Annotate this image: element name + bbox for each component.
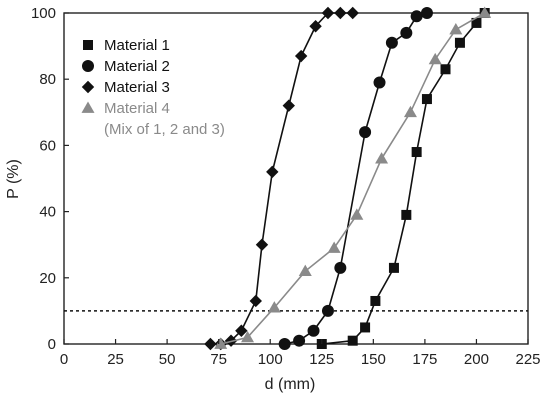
data-point bbox=[321, 304, 334, 317]
x-tick-label: 0 bbox=[60, 351, 68, 368]
legend-label: Material 2 bbox=[104, 58, 170, 75]
data-point bbox=[440, 64, 451, 75]
data-point bbox=[370, 295, 381, 306]
data-point bbox=[375, 152, 389, 164]
data-point bbox=[471, 17, 482, 28]
data-point bbox=[334, 6, 347, 20]
y-tick-label: 100 bbox=[31, 5, 56, 22]
y-tick-label: 80 bbox=[39, 71, 56, 88]
data-point bbox=[410, 10, 423, 23]
x-tick-label: 200 bbox=[464, 351, 489, 368]
series-line bbox=[220, 12, 486, 345]
x-tick-label: 225 bbox=[515, 351, 540, 368]
series-2 bbox=[278, 7, 433, 350]
data-point bbox=[346, 6, 359, 20]
data-point bbox=[235, 324, 248, 337]
series-4 bbox=[214, 6, 492, 349]
data-point bbox=[204, 337, 217, 351]
x-axis-title: d (mm) bbox=[265, 376, 316, 393]
series-line bbox=[284, 12, 428, 345]
y-tick-label: 60 bbox=[39, 137, 56, 154]
data-point bbox=[255, 238, 269, 251]
data-point bbox=[214, 337, 228, 349]
data-point bbox=[249, 294, 262, 308]
data-point bbox=[334, 261, 347, 274]
data-point bbox=[373, 76, 386, 89]
x-tick-label: 150 bbox=[361, 351, 386, 368]
x-tick-label: 100 bbox=[258, 351, 283, 368]
legend-label-extra: (Mix of 1, 2 and 3) bbox=[104, 121, 225, 138]
y-tick-label: 40 bbox=[39, 204, 56, 221]
data-point bbox=[388, 262, 399, 273]
data-point bbox=[241, 330, 255, 343]
data-point bbox=[385, 36, 398, 49]
y-axis-title: P (%) bbox=[5, 159, 22, 199]
data-point bbox=[359, 126, 372, 139]
data-point bbox=[294, 49, 308, 63]
data-point bbox=[266, 165, 279, 179]
x-tick-label: 75 bbox=[210, 351, 227, 368]
data-point bbox=[420, 7, 433, 19]
data-point bbox=[403, 105, 417, 118]
data-point bbox=[360, 322, 371, 333]
y-tick-label: 20 bbox=[39, 270, 56, 287]
x-tick-label: 175 bbox=[412, 351, 437, 368]
x-tick-label: 25 bbox=[107, 351, 124, 368]
data-point bbox=[347, 335, 358, 346]
legend-label: Material 1 bbox=[104, 37, 170, 54]
data-point bbox=[400, 26, 413, 39]
data-point bbox=[327, 241, 341, 253]
x-tick-label: 50 bbox=[159, 351, 176, 368]
data-point bbox=[428, 52, 442, 65]
data-point bbox=[309, 20, 322, 33]
data-point bbox=[401, 209, 412, 220]
data-point bbox=[454, 37, 465, 48]
data-point bbox=[307, 324, 320, 337]
legend-marker bbox=[83, 40, 93, 50]
x-tick-label: 125 bbox=[309, 351, 334, 368]
data-point bbox=[411, 147, 422, 158]
data-point bbox=[478, 6, 492, 18]
legend-marker bbox=[82, 60, 94, 72]
data-point bbox=[421, 94, 432, 105]
data-point bbox=[321, 6, 335, 20]
y-tick-label: 0 bbox=[48, 336, 56, 353]
data-point bbox=[282, 99, 295, 112]
legend-marker bbox=[81, 80, 95, 94]
data-point bbox=[267, 301, 281, 313]
data-point bbox=[298, 264, 312, 277]
legend-label: Material 3 bbox=[104, 79, 170, 96]
data-point bbox=[293, 334, 306, 347]
data-point bbox=[278, 338, 291, 350]
data-point bbox=[350, 208, 364, 220]
series-1 bbox=[316, 8, 490, 349]
series-line bbox=[210, 12, 353, 345]
legend-marker bbox=[81, 101, 95, 113]
legend-label: Material 4 bbox=[104, 100, 170, 117]
data-point bbox=[449, 23, 463, 35]
series-line bbox=[321, 12, 486, 345]
